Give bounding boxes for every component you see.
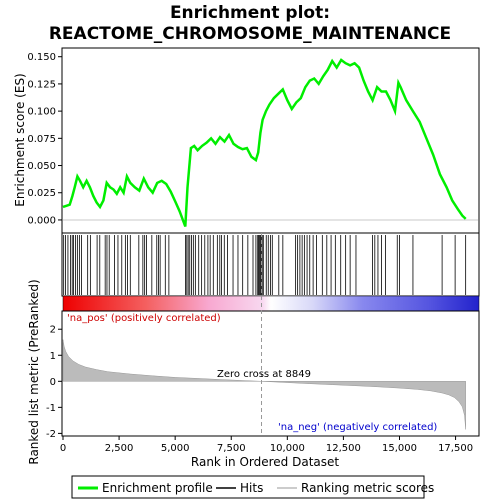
x-axis-label: Rank in Ordered Dataset xyxy=(191,455,339,469)
x-tick-label: 0 xyxy=(60,443,66,454)
es-y-tick-label: 0.050 xyxy=(27,161,56,172)
x-tick-label: 2,500 xyxy=(105,443,134,454)
metric-y-axis-label: Ranked list metric (PreRanked) xyxy=(27,279,41,464)
hits-panel xyxy=(61,232,480,297)
es-y-tick-label: 0.000 xyxy=(27,215,56,226)
rank-color-bar xyxy=(62,295,480,312)
es-y-tick-label: 0.100 xyxy=(27,107,56,118)
x-tick-label: 17,500 xyxy=(438,443,473,454)
es-y-tick-label: 0.125 xyxy=(27,79,56,90)
legend-hits-label: Hits xyxy=(240,481,263,495)
metric-y-tick-label: 1 xyxy=(50,351,56,362)
x-tick-label: 5,000 xyxy=(161,443,190,454)
metric-y-ticks: 2 1 0 -1 -2 xyxy=(46,325,62,440)
zero-cross-label: Zero cross at 8849 xyxy=(217,369,311,380)
x-tick-label: 15,000 xyxy=(382,443,417,454)
es-y-ticks: 0.000 0.025 0.050 0.075 0.100 0.125 0.150 xyxy=(27,52,62,226)
chart-title-line2: REACTOME_CHROMOSOME_MAINTENANCE xyxy=(49,24,451,44)
legend-enrichment-label: Enrichment profile xyxy=(102,481,213,495)
es-panel: 0.000 0.025 0.050 0.075 0.100 0.125 0.150 xyxy=(27,47,480,234)
es-y-tick-label: 0.150 xyxy=(27,52,56,63)
metric-panel-frame xyxy=(61,310,480,437)
legend-metric-label: Ranking metric scores xyxy=(301,481,434,495)
ranking-metric-area xyxy=(62,339,466,430)
x-tick-label: 12,500 xyxy=(326,443,361,454)
legend: Enrichment profile Hits Ranking metric s… xyxy=(71,475,434,499)
x-tick-label: 7,500 xyxy=(217,443,246,454)
x-tick-label: 10,000 xyxy=(270,443,305,454)
x-axis: 0 2,500 5,000 7,500 10,000 12,500 15,000 17,500 xyxy=(60,436,473,454)
negative-correlated-label: 'na_neg' (negatively correlated) xyxy=(278,422,437,433)
metric-y-tick-label: 2 xyxy=(50,325,56,336)
es-y-tick-label: 0.025 xyxy=(27,188,56,199)
legend-frame xyxy=(71,475,425,499)
enrichment-profile-line xyxy=(62,58,467,227)
hit-marks xyxy=(63,235,467,295)
es-y-tick-label: 0.075 xyxy=(27,134,56,145)
es-panel-frame xyxy=(61,47,480,234)
metric-panel: 2 1 0 -1 -2 Zero cross at 8849 'na_pos' (pos… xyxy=(46,233,480,440)
positive-correlated-label: 'na_pos' (positively correlated) xyxy=(67,313,221,324)
metric-y-tick-label: -2 xyxy=(46,429,56,440)
chart-title-line1: Enrichment plot: xyxy=(170,3,330,23)
metric-y-tick-label: 0 xyxy=(50,377,56,388)
metric-y-tick-label: -1 xyxy=(46,403,56,414)
es-y-axis-label: Enrichment score (ES) xyxy=(13,73,27,206)
